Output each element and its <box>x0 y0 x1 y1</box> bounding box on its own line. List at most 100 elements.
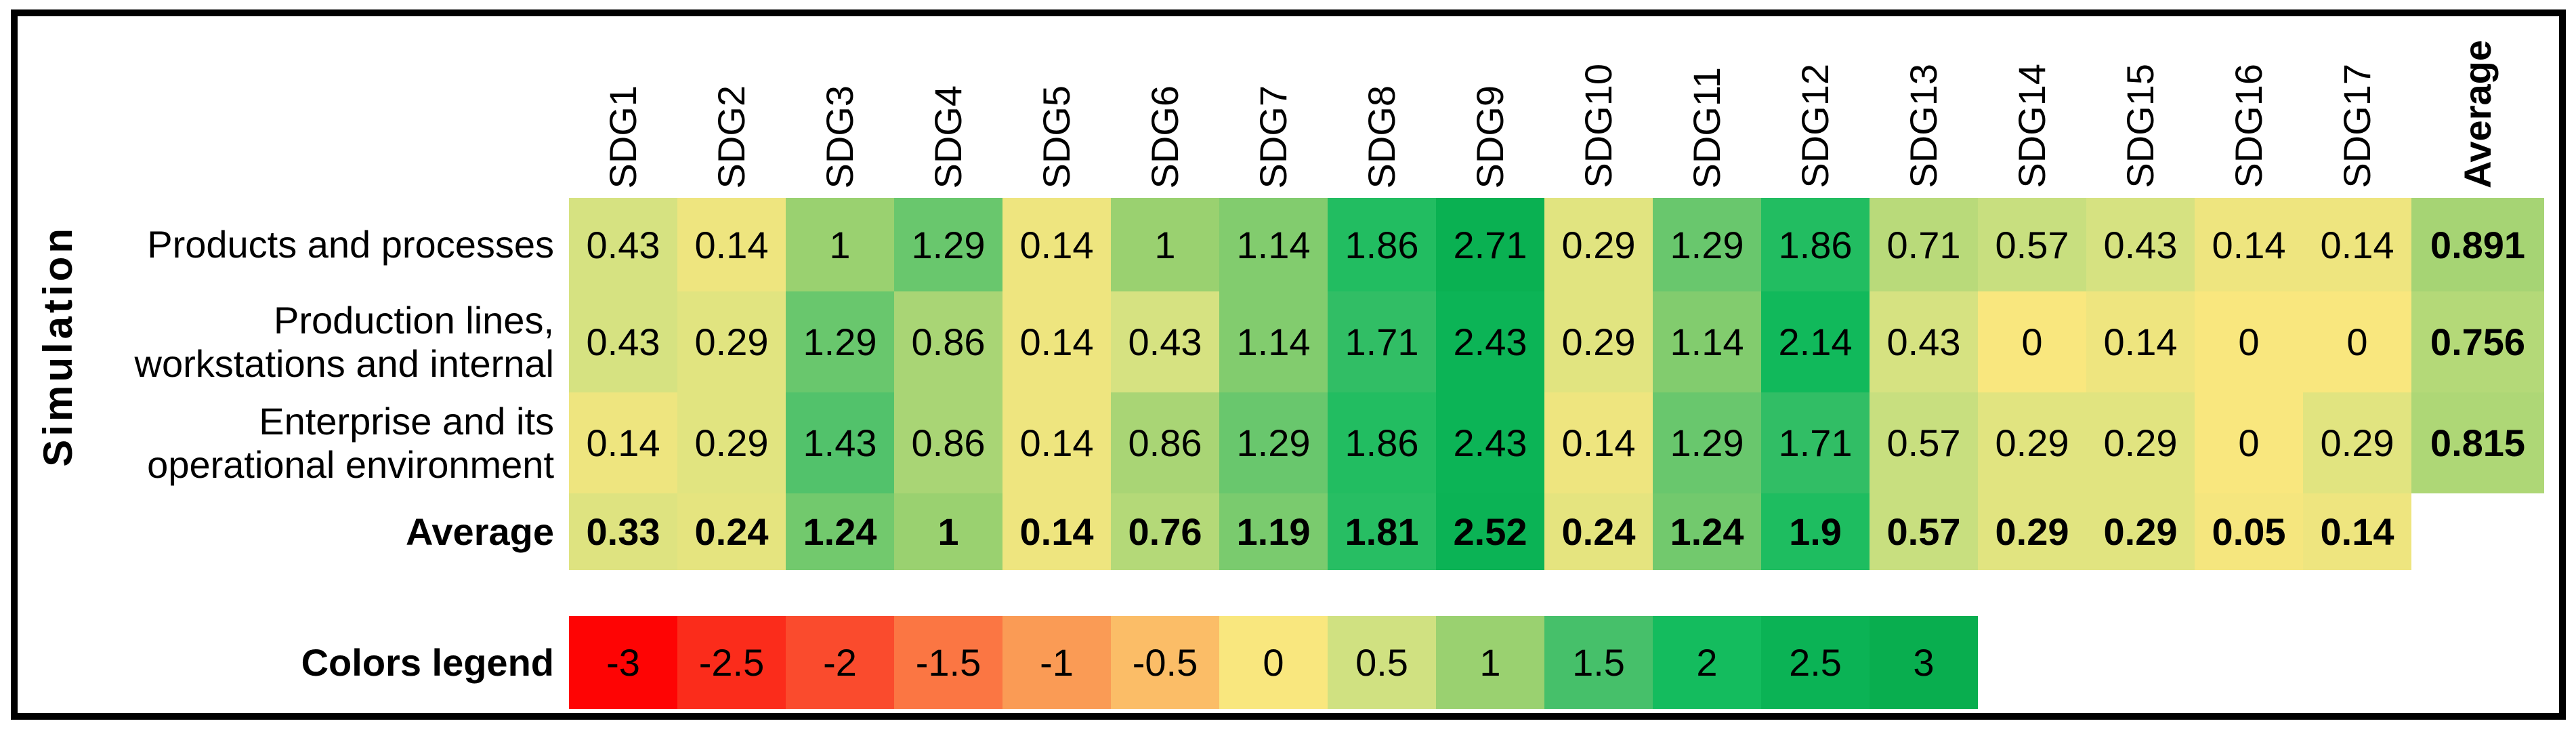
row-average-cell: 0.815 <box>2411 392 2544 493</box>
heatmap-cell: 0.29 <box>677 392 786 493</box>
column-header-text: SDG5 <box>1035 85 1078 189</box>
column-average-cell: 1.9 <box>1761 493 1870 570</box>
row-label-line: operational environment <box>147 443 554 486</box>
legend-cell: -2 <box>786 616 894 709</box>
column-header-text: SDG17 <box>2336 64 2378 188</box>
heatmap-cell: 0.57 <box>1870 392 1978 493</box>
column-header: SDG12 <box>1761 16 1870 198</box>
heatmap-cell: 0 <box>2195 291 2303 392</box>
row-label-line: Products and processes <box>147 223 554 266</box>
heatmap-cell: 2.71 <box>1436 198 1544 291</box>
row-average-cell: 0.891 <box>2411 198 2544 291</box>
column-average-cell: 0.14 <box>1002 493 1111 570</box>
spacer <box>18 570 2551 616</box>
column-header-text: SDG16 <box>2227 64 2270 188</box>
legend-cell: 1 <box>1436 616 1544 709</box>
row-label: Products and processes <box>18 198 569 291</box>
column-header-text: SDG9 <box>1469 85 1511 189</box>
row-label: Production lines, workstations and intern… <box>18 291 569 392</box>
heatmap-cell: 0.14 <box>677 198 786 291</box>
heatmap-row: Products and processes 0.43 0.14 1 1.29 0.14 1… <box>18 198 2551 291</box>
heatmap-body: Products and processes 0.43 0.14 1 1.29 0.14 1… <box>18 198 2551 493</box>
column-header-text: SDG2 <box>710 85 753 189</box>
column-header: SDG11 <box>1653 16 1761 198</box>
heatmap-cell: 0.43 <box>569 198 677 291</box>
column-average-row: Average 0.33 0.24 1.24 1 0.14 0.76 1.19 1.81 2.52… <box>18 493 2551 570</box>
column-header-text: SDG3 <box>818 85 861 189</box>
column-average-cell: 1.24 <box>1653 493 1761 570</box>
heatmap-cell: 2.43 <box>1436 392 1544 493</box>
column-header: SDG16 <box>2195 16 2303 198</box>
heatmap-cell: 0.29 <box>1544 198 1653 291</box>
heatmap-cell: 1 <box>786 198 894 291</box>
column-header: SDG9 <box>1436 16 1544 198</box>
column-header-text: SDG12 <box>1794 64 1836 188</box>
column-header-text: SDG13 <box>1902 64 1945 188</box>
column-average-cell: 0.29 <box>2086 493 2195 570</box>
color-legend-row: Colors legend -3 -2.5 -2 -1.5 -1 -0.5 0 0.5 1 1.5… <box>18 616 2551 709</box>
heatmap-cell: 0.57 <box>1978 198 2086 291</box>
heatmap-cell: 0 <box>1978 291 2086 392</box>
column-header-text: SDG7 <box>1252 85 1294 189</box>
column-header-row: SDG1 SDG2 SDG3 SDG4 SDG5 SDG6 SDG7 SDG8 SDG9 SDG1… <box>18 16 2551 198</box>
heatmap-cell: 0.14 <box>2195 198 2303 291</box>
column-header: SDG4 <box>894 16 1002 198</box>
legend-cell: 1.5 <box>1544 616 1653 709</box>
heatmap-cell: 0.14 <box>1544 392 1653 493</box>
column-average-cell: 0.33 <box>569 493 677 570</box>
column-header-text: SDG14 <box>2010 64 2053 188</box>
corner-cell <box>18 16 569 198</box>
heatmap-cell: 1.29 <box>894 198 1002 291</box>
heatmap-cell: 0 <box>2303 291 2411 392</box>
column-header: SDG14 <box>1978 16 2086 198</box>
column-header: SDG6 <box>1111 16 1219 198</box>
heatmap-cell: 0.29 <box>1544 291 1653 392</box>
heatmap-cell: 1.71 <box>1761 392 1870 493</box>
average-column-header: Average <box>2411 16 2544 198</box>
heatmap-cell: 1.43 <box>786 392 894 493</box>
column-header: SDG10 <box>1544 16 1653 198</box>
column-header-text: SDG1 <box>601 85 644 189</box>
heatmap-cell: 1 <box>1111 198 1219 291</box>
column-average-cell: 1.19 <box>1219 493 1328 570</box>
column-header: SDG7 <box>1219 16 1328 198</box>
column-average-cell: 1.81 <box>1328 493 1436 570</box>
heatmap-cell: 0.14 <box>2086 291 2195 392</box>
column-average-cell: 0.76 <box>1111 493 1219 570</box>
column-average-cell: 1 <box>894 493 1002 570</box>
heatmap-cell: 0.14 <box>1002 291 1111 392</box>
legend-cell: -1.5 <box>894 616 1002 709</box>
column-average-cell: 0.24 <box>1544 493 1653 570</box>
column-average-cell: 0.29 <box>1978 493 2086 570</box>
heatmap-cell: 1.14 <box>1653 291 1761 392</box>
heatmap-cell: 0.29 <box>2303 392 2411 493</box>
column-header: SDG5 <box>1002 16 1111 198</box>
legend-cell: -3 <box>569 616 677 709</box>
row-label-line: Production lines, <box>273 298 554 342</box>
heatmap-cell: 0.14 <box>569 392 677 493</box>
legend-cell: 2 <box>1653 616 1761 709</box>
column-header-text: SDG11 <box>1685 66 1728 188</box>
column-average-cell: 2.52 <box>1436 493 1544 570</box>
column-header: SDG2 <box>677 16 786 198</box>
column-header-text: SDG4 <box>927 85 969 189</box>
row-average-cell: 0.756 <box>2411 291 2544 392</box>
row-label: Enterprise and its operational environmen… <box>18 392 569 493</box>
column-header: SDG15 <box>2086 16 2195 198</box>
average-column-header-text: Average <box>2456 40 2499 188</box>
legend-cell: -1 <box>1002 616 1111 709</box>
heatmap-cell: 0.29 <box>1978 392 2086 493</box>
heatmap-cell: 0.71 <box>1870 198 1978 291</box>
legend-cell: 0.5 <box>1328 616 1436 709</box>
heatmap-cell: 1.29 <box>1653 198 1761 291</box>
heatmap-cell: 1.14 <box>1219 291 1328 392</box>
empty-cell <box>2411 493 2544 570</box>
column-header: SDG1 <box>569 16 677 198</box>
column-header-text: SDG10 <box>1577 64 1620 188</box>
heatmap-cell: 0.29 <box>677 291 786 392</box>
column-header: SDG13 <box>1870 16 1978 198</box>
heatmap-cell: 0.86 <box>894 392 1002 493</box>
legend-label: Colors legend <box>301 641 554 684</box>
column-average-cell: 0.05 <box>2195 493 2303 570</box>
column-header: SDG3 <box>786 16 894 198</box>
